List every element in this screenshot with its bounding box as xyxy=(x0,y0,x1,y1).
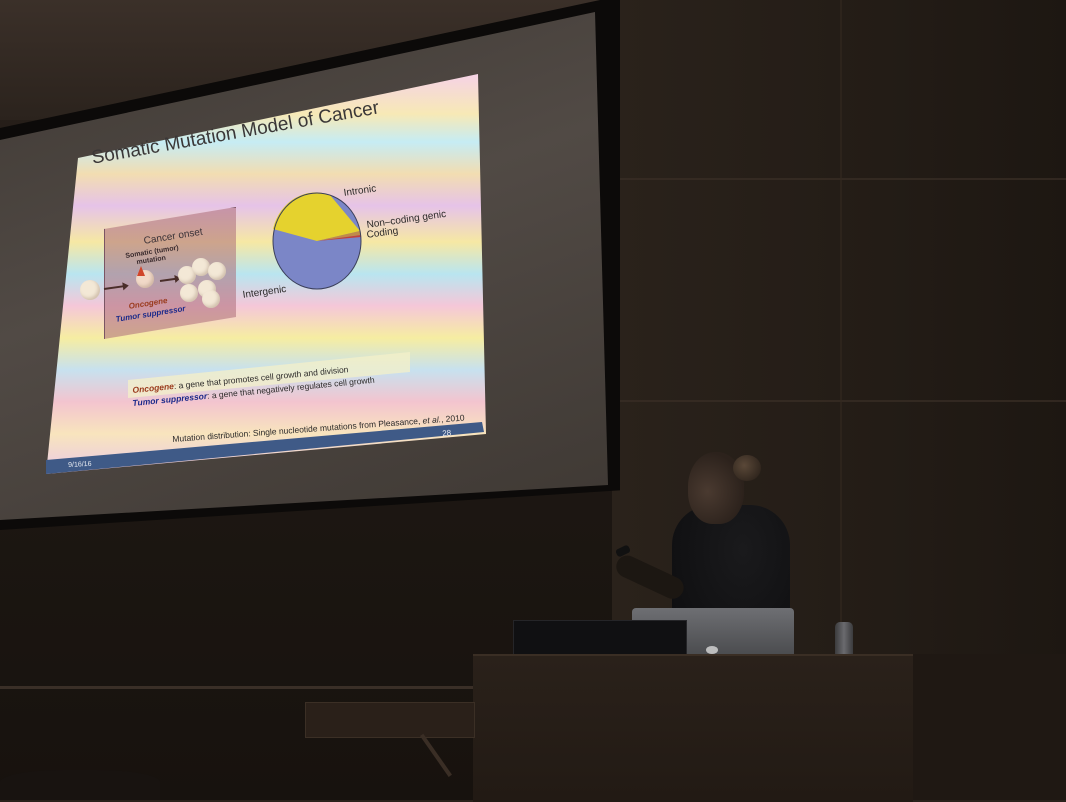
slide-page-number: 28 xyxy=(442,428,452,438)
wall-panel-seam xyxy=(840,0,842,800)
podium xyxy=(473,654,913,802)
side-table xyxy=(305,702,475,738)
mutation-distribution-pie xyxy=(272,192,362,290)
water-bottle xyxy=(835,622,853,656)
tumor-cell xyxy=(202,290,220,308)
table-leg xyxy=(420,733,452,777)
audience-seat xyxy=(0,770,160,800)
footnote-etal: et al. xyxy=(422,414,442,426)
pie-slice-coding xyxy=(317,235,361,241)
wall-panel-seam xyxy=(612,400,1066,402)
footnote-suffix: , 2010 xyxy=(440,412,465,425)
pie-slice-intronic xyxy=(273,192,360,241)
mutation-marker-icon xyxy=(137,266,145,276)
normal-cell xyxy=(80,280,100,300)
tumor-cell xyxy=(178,266,196,284)
presenter-hair-bun xyxy=(733,455,761,481)
tumor-cell xyxy=(180,284,198,302)
tumor-cell xyxy=(192,258,210,276)
slide-date: 9/16/16 xyxy=(68,460,92,469)
podium-side xyxy=(913,654,1066,800)
pie-slice-noncoding xyxy=(317,231,361,241)
wall-panel-seam xyxy=(612,178,1066,180)
tumor-cell xyxy=(208,262,226,280)
monitor xyxy=(513,620,687,658)
apple-logo-icon xyxy=(706,646,718,654)
